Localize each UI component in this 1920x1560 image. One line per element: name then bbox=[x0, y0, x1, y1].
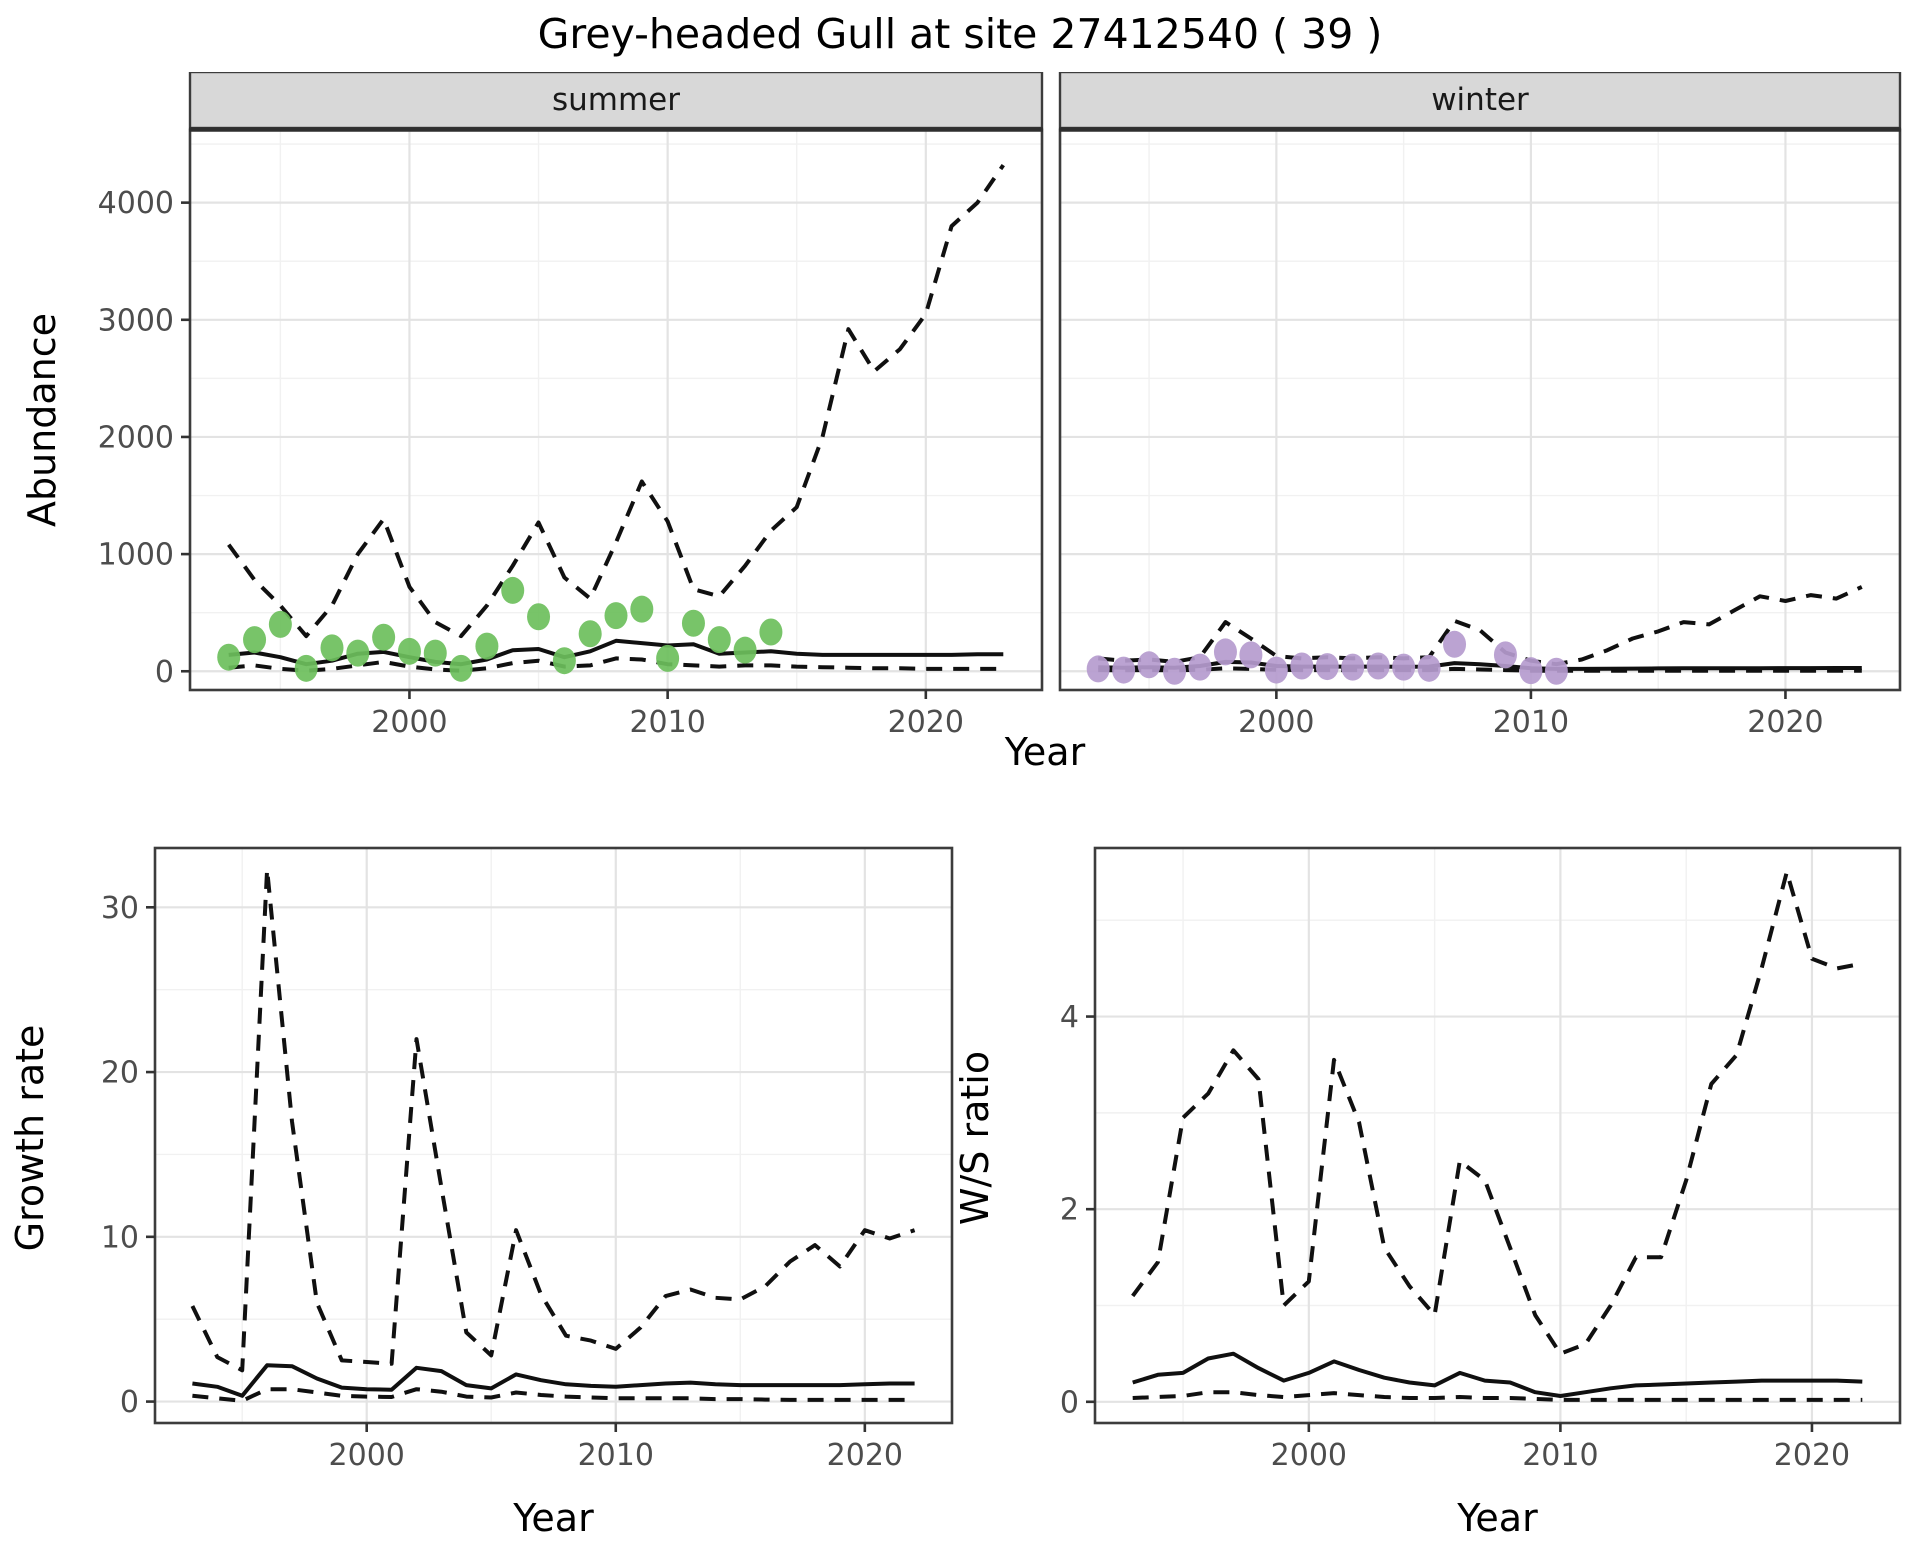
y-tick-label: 10 bbox=[101, 1220, 139, 1255]
data-point bbox=[1163, 657, 1187, 685]
panel-border bbox=[1093, 846, 1902, 1425]
y-tick-label: 4000 bbox=[98, 186, 174, 221]
data-point bbox=[1443, 630, 1467, 658]
data-point bbox=[759, 618, 783, 646]
data-point bbox=[681, 609, 705, 637]
data-point bbox=[630, 595, 654, 623]
x-tick-label: 2020 bbox=[888, 705, 964, 740]
data-point bbox=[217, 643, 241, 671]
data-point bbox=[372, 623, 396, 651]
ci-line bbox=[1132, 1390, 1863, 1402]
data-point bbox=[346, 639, 370, 667]
panel-background bbox=[190, 130, 1042, 690]
data-point bbox=[552, 647, 576, 675]
x-tick-label: 2020 bbox=[827, 1438, 903, 1473]
data-point bbox=[1341, 653, 1365, 681]
data-point bbox=[1519, 657, 1543, 685]
fit-line bbox=[1132, 1351, 1863, 1398]
panel-abundance-summer: summer 2000 2010 2020 0 1000 2000 3000 4000 bbox=[98, 72, 1044, 740]
x-tick-label: 2000 bbox=[371, 705, 447, 740]
data-point bbox=[1544, 657, 1568, 685]
data-point bbox=[527, 603, 551, 631]
x-tick-label: 2000 bbox=[1271, 1438, 1347, 1473]
x-tick-label: 2000 bbox=[1238, 705, 1314, 740]
x-axis-title-growth: Year bbox=[513, 1496, 594, 1540]
data-point bbox=[1213, 638, 1237, 666]
data-point bbox=[397, 637, 421, 665]
x-axis-title-ws: Year bbox=[1457, 1496, 1538, 1540]
data-point bbox=[733, 636, 757, 664]
ci-line bbox=[228, 656, 1004, 673]
ci-line bbox=[190, 867, 916, 1373]
data-point bbox=[1086, 655, 1110, 683]
data-point bbox=[656, 644, 680, 672]
x-tick-label: 2010 bbox=[1493, 705, 1569, 740]
x-tick-label: 2020 bbox=[1774, 1438, 1850, 1473]
ci-line bbox=[1098, 666, 1862, 673]
facet-strip bbox=[1058, 72, 1902, 130]
y-tick-label: 2000 bbox=[98, 420, 174, 455]
data-point bbox=[604, 602, 628, 630]
data-point bbox=[294, 654, 318, 682]
y-tick-label: 4 bbox=[1060, 1000, 1079, 1035]
data-point bbox=[449, 654, 473, 682]
ci-line bbox=[227, 163, 1005, 639]
data-point bbox=[1188, 653, 1212, 681]
data-point bbox=[1315, 653, 1339, 681]
data-point bbox=[268, 610, 292, 638]
panel-border bbox=[153, 846, 954, 1425]
data-point bbox=[475, 632, 499, 660]
panel-abundance-winter: winter 2000 2010 2020 bbox=[1058, 72, 1902, 740]
data-point bbox=[501, 576, 525, 604]
y-axis-title-ws: W/S ratio bbox=[953, 1050, 997, 1226]
data-point bbox=[1112, 656, 1136, 684]
y-tick-label: 0 bbox=[1060, 1385, 1079, 1420]
data-point bbox=[423, 639, 447, 667]
data-point bbox=[1366, 652, 1390, 680]
y-axis-title-abundance: Abundance bbox=[20, 312, 64, 528]
x-tick-label: 2010 bbox=[578, 1438, 654, 1473]
x-tick-label: 2010 bbox=[629, 705, 705, 740]
facet-strip-label: winter bbox=[1431, 82, 1529, 118]
y-tick-label: 0 bbox=[120, 1385, 139, 1420]
y-tick-label: 3000 bbox=[98, 303, 174, 338]
data-point bbox=[578, 620, 602, 648]
x-axis-title-top: Year bbox=[1004, 730, 1086, 774]
x-tick-label: 2020 bbox=[1747, 705, 1823, 740]
data-point bbox=[320, 634, 344, 662]
y-tick-label: 2 bbox=[1060, 1193, 1079, 1228]
panel-background bbox=[1095, 848, 1900, 1423]
y-tick-label: 30 bbox=[101, 891, 139, 926]
data-point bbox=[1290, 652, 1314, 680]
data-point bbox=[243, 626, 267, 654]
data-point bbox=[1239, 641, 1263, 669]
y-tick-label: 20 bbox=[101, 1056, 139, 1091]
ci-line bbox=[1098, 585, 1863, 667]
y-tick-label: 0 bbox=[155, 655, 174, 690]
panel-ws-ratio: 2000 2010 2020 0 2 4 bbox=[1060, 846, 1902, 1473]
x-tick-label: 2010 bbox=[1522, 1438, 1598, 1473]
y-axis-title-growth: Growth rate bbox=[8, 1024, 52, 1252]
data-point bbox=[1137, 651, 1161, 679]
data-point bbox=[1392, 653, 1416, 681]
data-point bbox=[707, 626, 731, 654]
plot-title: Grey-headed Gull at site 27412540 ( 39 ) bbox=[537, 10, 1383, 58]
panel-background bbox=[1060, 130, 1900, 690]
y-tick-label: 1000 bbox=[98, 538, 174, 573]
data-point bbox=[1493, 641, 1517, 669]
x-tick-label: 2000 bbox=[329, 1438, 405, 1473]
facet-strip-label: summer bbox=[552, 82, 680, 118]
data-point bbox=[1264, 656, 1288, 684]
panel-growth-rate: 2000 2010 2020 0 10 20 30 bbox=[101, 846, 954, 1473]
ci-line bbox=[192, 1387, 915, 1403]
ci-line bbox=[1131, 870, 1863, 1356]
data-point bbox=[1417, 654, 1441, 682]
panel-background bbox=[155, 848, 952, 1423]
fit-line bbox=[192, 1363, 915, 1398]
